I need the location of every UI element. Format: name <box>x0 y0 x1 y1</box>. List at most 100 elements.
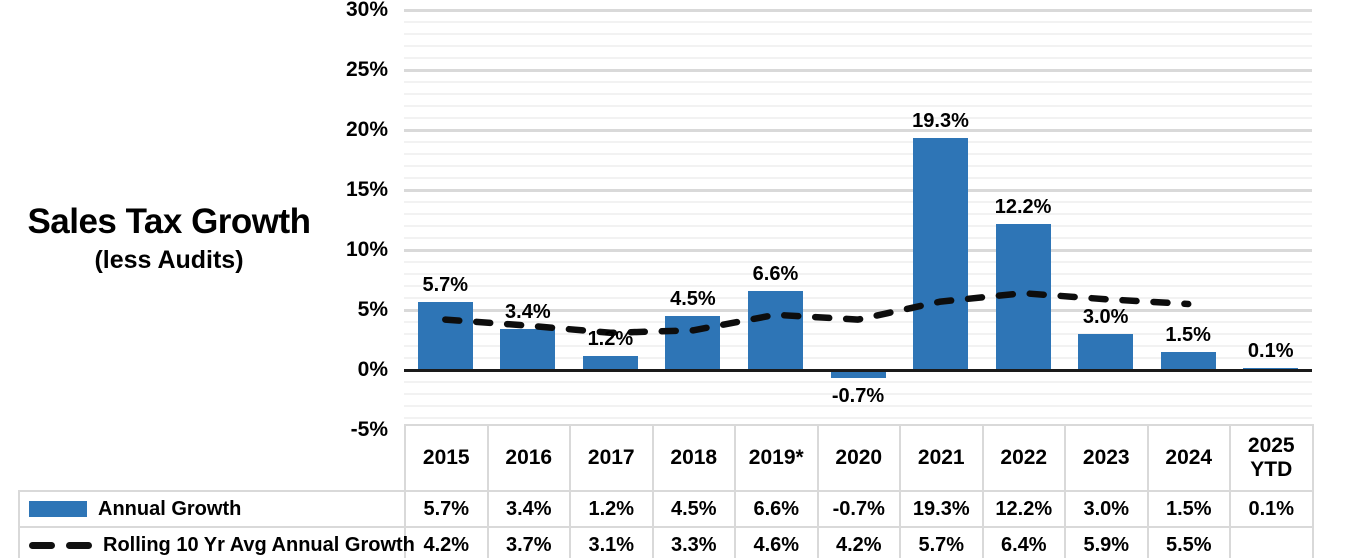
year-header-cell: 2024 <box>1146 424 1231 492</box>
bar-2024 <box>1160 352 1216 370</box>
chart-title: Sales Tax Growth (less Audits) <box>8 200 330 276</box>
rolling-avg-cell: 5.9% <box>1064 526 1149 558</box>
annual-growth-cell: 1.5% <box>1146 490 1231 528</box>
annual-growth-cell: 12.2% <box>981 490 1066 528</box>
gridline-minor <box>404 333 1312 335</box>
year-header-cell: 2023 <box>1064 424 1149 492</box>
legend-entry: Annual Growth <box>20 498 404 521</box>
rolling-avg-cell: 4.2% <box>404 526 489 558</box>
bar-value-label: 5.7% <box>422 273 469 296</box>
gridline-minor <box>404 237 1312 239</box>
gridline-minor <box>404 417 1312 419</box>
bar-2020 <box>830 370 886 379</box>
annual-growth-cell: 3.0% <box>1064 490 1149 528</box>
gridline-minor <box>404 393 1312 395</box>
y-axis-tick-label: 10% <box>345 238 388 261</box>
legend-label: Rolling 10 Yr Avg Annual Growth <box>103 533 415 556</box>
gridline-minor <box>404 105 1312 107</box>
gridline-minor <box>404 345 1312 347</box>
year-header-cell: 2021 <box>899 424 984 492</box>
bar-value-label: 1.2% <box>587 327 634 350</box>
gridline-minor <box>404 117 1312 119</box>
table-header-row: 2015 2016 2017 2018 2019* 2020 2021 2022 2023 202… <box>19 424 1314 492</box>
rolling-avg-cell: 3.1% <box>569 526 654 558</box>
bar-2016 <box>500 329 556 370</box>
year-header-cell: 2018 <box>651 424 736 492</box>
y-axis: 30% 25% 20% 15% 10% 5% 0% -5% <box>0 0 396 450</box>
dash-segment-icon <box>66 541 92 549</box>
bar-value-label: 3.4% <box>505 301 551 324</box>
annual-growth-cell: 19.3% <box>899 490 984 528</box>
bar-value-label: 12.2% <box>994 195 1052 218</box>
rolling-avg-cell: 3.7% <box>486 526 571 558</box>
annual-growth-swatch-icon <box>29 501 87 517</box>
bar-value-label: 19.3% <box>912 110 969 133</box>
rolling-avg-cell <box>1229 526 1314 558</box>
bar-value-label: -0.7% <box>831 385 885 408</box>
gridline-minor <box>404 273 1312 275</box>
gridline-minor <box>404 93 1312 95</box>
bar-2017 <box>582 355 638 370</box>
year-header-cell: 2025 YTD <box>1229 424 1314 492</box>
rolling-avg-cell: 3.3% <box>651 526 736 558</box>
annual-growth-cell: 3.4% <box>486 490 571 528</box>
y-axis-tick-label: 30% <box>345 0 388 21</box>
y-axis-tick-label: 20% <box>345 118 388 141</box>
annual-growth-cell: 1.2% <box>569 490 654 528</box>
zero-axis-line <box>404 368 1312 372</box>
chart-title-sub: (less Audits) <box>94 246 244 274</box>
gridline-minor <box>404 33 1312 35</box>
rolling-avg-cell: 6.4% <box>981 526 1066 558</box>
y-axis-tick-label: -5% <box>350 418 388 441</box>
dash-segment-icon <box>29 541 55 549</box>
bar-value-label: 4.5% <box>670 288 716 310</box>
rolling-avg-cell: 5.5% <box>1146 526 1231 558</box>
bar-value-label: 1.5% <box>1165 324 1211 346</box>
year-header-cell: 2016 <box>486 424 571 492</box>
bar-value-label: 3.0% <box>1082 306 1129 328</box>
annual-growth-cell: 6.6% <box>734 490 819 528</box>
rolling-avg-cell: 4.6% <box>734 526 819 558</box>
chart-title-main: Sales Tax Growth <box>27 202 311 241</box>
gridline-major <box>404 248 1312 252</box>
gridline-minor <box>404 225 1312 227</box>
bar-value-label: 6.6% <box>752 262 799 285</box>
legend-label: Annual Growth <box>98 497 242 520</box>
gridline-minor <box>404 297 1312 299</box>
gridline-minor <box>404 177 1312 179</box>
year-header-cell: 2017 <box>569 424 654 492</box>
data-table: 2015 2016 2017 2018 2019* 2020 2021 2022 2023 202… <box>18 424 1314 558</box>
bar-2023 <box>1078 334 1134 370</box>
legend-entry: Rolling 10 Yr Avg Annual Growth <box>20 534 415 557</box>
gridline-minor <box>404 165 1312 167</box>
bar-2018 <box>665 316 721 370</box>
y-axis-tick-label: 15% <box>345 178 388 201</box>
rolling-avg-line <box>442 289 1192 337</box>
legend-annual-growth: Annual Growth <box>18 490 406 528</box>
annual-growth-row: Annual Growth 5.7% 3.4% 1.2% 4.5% 6.6% -0.7% 19… <box>18 490 1314 528</box>
gridline-minor <box>404 261 1312 263</box>
gridline-minor <box>404 141 1312 143</box>
annual-growth-cell: 0.1% <box>1229 490 1314 528</box>
gridline-minor <box>404 45 1312 47</box>
annual-growth-cell: 5.7% <box>404 490 489 528</box>
bar-value-label: 0.1% <box>1247 340 1294 362</box>
year-header-cell: 2015 <box>404 424 489 492</box>
gridline-minor <box>404 21 1312 23</box>
gridline-minor <box>404 357 1312 359</box>
legend-rolling-avg: Rolling 10 Yr Avg Annual Growth <box>18 526 415 558</box>
annual-growth-cell: 4.5% <box>651 490 736 528</box>
rolling-avg-cell: 4.2% <box>816 526 901 558</box>
year-header-cell: 2019* <box>734 424 819 492</box>
bar-2019* <box>747 290 803 370</box>
gridline-minor <box>404 381 1312 383</box>
gridline-minor <box>404 213 1312 215</box>
gridline-major <box>404 8 1312 12</box>
bar-2021 <box>913 138 969 370</box>
gridline-major <box>404 68 1312 72</box>
gridline-minor <box>404 57 1312 59</box>
year-header-cell: 2022 <box>981 424 1066 492</box>
gridline-minor <box>404 153 1312 155</box>
gridline-minor <box>404 81 1312 83</box>
